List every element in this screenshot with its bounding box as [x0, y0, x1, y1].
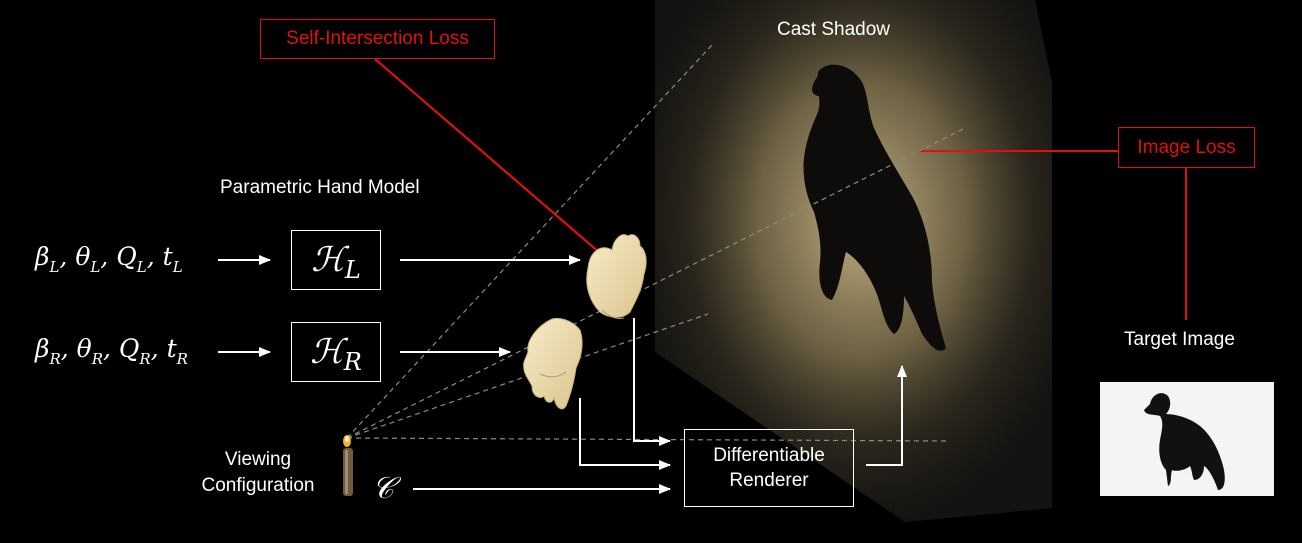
target-image	[1100, 382, 1274, 496]
vulture-silhouette	[1144, 393, 1225, 490]
parametric-hand-model-label: Parametric Hand Model	[220, 177, 420, 198]
cast-shadow-label: Cast Shadow	[777, 19, 891, 40]
renderer-line2: Renderer	[729, 470, 809, 491]
viewing-line1: Viewing	[224, 449, 292, 470]
differentiable-renderer-box: Differentiable Renderer	[684, 429, 854, 507]
right-hand-params: βR, θR, QR, tR	[35, 334, 188, 368]
viewing-line2: Configuration	[201, 475, 315, 496]
light-source-icon	[343, 435, 353, 496]
arrow-renderer-to-shadow	[866, 365, 907, 466]
shadow-plane	[655, 0, 1052, 522]
self-intersection-connector	[374, 58, 627, 282]
image-loss-label: Image Loss	[1137, 136, 1236, 158]
camera-symbol: 𝒞	[372, 471, 394, 506]
viewing-configuration-label: Viewing Configuration	[193, 447, 323, 499]
self-intersection-loss-label: Self-Intersection Loss	[286, 28, 469, 49]
right-hand-mesh	[523, 317, 583, 410]
arrow-left-hand-to-renderer	[633, 318, 671, 446]
left-hand-mesh	[586, 234, 647, 319]
arrow-right-hand-to-renderer	[579, 398, 671, 470]
flow-arrows	[218, 255, 907, 494]
target-image-label: Target Image	[1124, 329, 1235, 350]
image-loss-box: Image Loss	[1118, 127, 1255, 168]
image-loss-connector	[918, 150, 1187, 320]
renderer-line1: Differentiable	[713, 445, 825, 466]
cast-shadow-silhouette	[803, 64, 946, 351]
self-intersection-loss-box: Self-Intersection Loss	[260, 19, 495, 59]
left-hand-params: βL, θL, QL, tL	[35, 242, 183, 276]
